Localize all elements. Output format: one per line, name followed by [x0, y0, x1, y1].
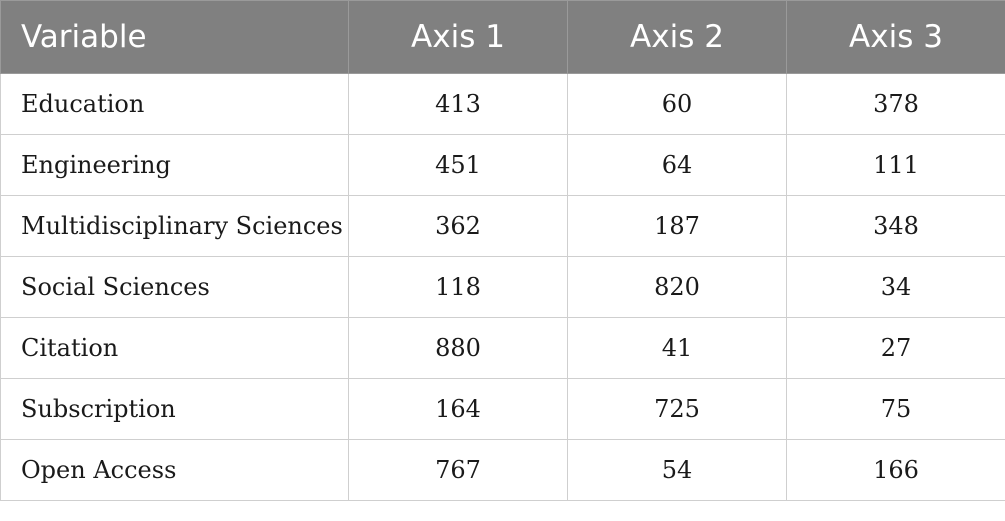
table-row: Subscription 164 725 75 — [0, 378, 1005, 440]
value-cell: 880 — [348, 317, 568, 379]
value-cell: 34 — [786, 256, 1005, 318]
value-cell: 118 — [348, 256, 568, 318]
table-row: Education 413 60 378 — [0, 73, 1005, 135]
variable-cell: Multidisciplinary Sciences — [0, 195, 349, 257]
value-cell: 820 — [567, 256, 787, 318]
value-cell: 767 — [348, 439, 568, 501]
variable-cell: Engineering — [0, 134, 349, 196]
data-table: Variable Axis 1 Axis 2 Axis 3 Education 413 6… — [0, 0, 1005, 501]
value-cell: 187 — [567, 195, 787, 257]
value-cell: 54 — [567, 439, 787, 501]
value-cell: 41 — [567, 317, 787, 379]
header-cell: Axis 1 — [348, 0, 568, 74]
value-cell: 362 — [348, 195, 568, 257]
table-header: Variable Axis 1 Axis 2 Axis 3 — [0, 0, 1005, 74]
value-cell: 348 — [786, 195, 1005, 257]
value-cell: 27 — [786, 317, 1005, 379]
table-row: Engineering 451 64 111 — [0, 134, 1005, 196]
variable-cell: Subscription — [0, 378, 349, 440]
header-cell: Axis 3 — [786, 0, 1005, 74]
table-row: Citation 880 41 27 — [0, 317, 1005, 379]
table-row: Multidisciplinary Sciences 362 187 348 — [0, 195, 1005, 257]
table-row: Social Sciences 118 820 34 — [0, 256, 1005, 318]
table-body: Education 413 60 378 Engineering 451 64 111 Mult… — [0, 73, 1005, 501]
header-row: Variable Axis 1 Axis 2 Axis 3 — [0, 0, 1005, 74]
variable-cell: Citation — [0, 317, 349, 379]
value-cell: 378 — [786, 73, 1005, 135]
value-cell: 111 — [786, 134, 1005, 196]
table-row: Open Access 767 54 166 — [0, 439, 1005, 501]
header-cell: Variable — [0, 0, 349, 74]
value-cell: 166 — [786, 439, 1005, 501]
value-cell: 413 — [348, 73, 568, 135]
variable-cell: Open Access — [0, 439, 349, 501]
variable-cell: Education — [0, 73, 349, 135]
value-cell: 75 — [786, 378, 1005, 440]
value-cell: 60 — [567, 73, 787, 135]
value-cell: 725 — [567, 378, 787, 440]
value-cell: 451 — [348, 134, 568, 196]
value-cell: 164 — [348, 378, 568, 440]
header-cell: Axis 2 — [567, 0, 787, 74]
value-cell: 64 — [567, 134, 787, 196]
variable-cell: Social Sciences — [0, 256, 349, 318]
